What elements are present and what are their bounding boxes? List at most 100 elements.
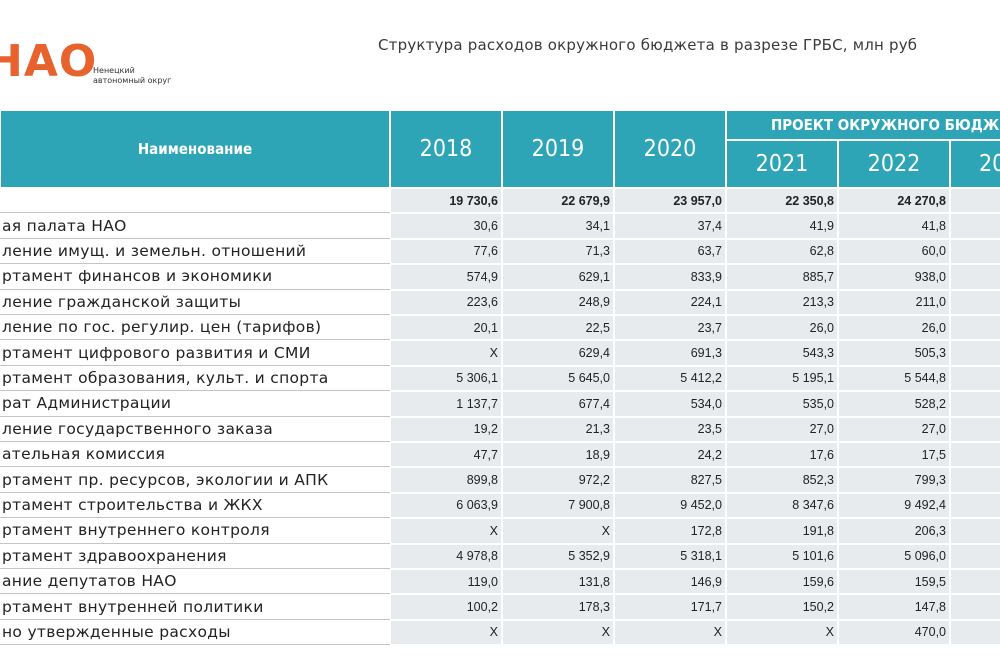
value-cell: 4 978,8 bbox=[390, 543, 502, 569]
value-cell: 19,2 bbox=[390, 416, 502, 442]
value-cell: 146,9 bbox=[614, 569, 726, 595]
cropped-cell bbox=[950, 518, 1000, 544]
value-cell: 5 101,6 bbox=[726, 543, 838, 569]
cropped-cell bbox=[950, 442, 1000, 468]
value-cell: 191,8 bbox=[726, 518, 838, 544]
value-cell: 22 350,8 bbox=[726, 188, 838, 214]
row-name: ртамент цифрового развития и СМИ bbox=[0, 340, 390, 366]
value-cell: 827,5 bbox=[614, 467, 726, 493]
value-cell: 131,8 bbox=[502, 569, 614, 595]
row-name: ртамент образования, культ. и спорта bbox=[0, 365, 390, 392]
value-cell: 213,3 bbox=[726, 289, 838, 315]
year-header: 2022 bbox=[838, 140, 950, 188]
value-cell: 691,3 bbox=[614, 340, 726, 366]
value-cell: 71,3 bbox=[502, 238, 614, 265]
value-cell: 47,7 bbox=[390, 442, 502, 468]
value-cell: 852,3 bbox=[726, 467, 838, 493]
title: Структура расходов окружного бюджета в р… bbox=[378, 36, 918, 54]
value-cell: Х bbox=[502, 518, 614, 544]
row-name: ательная комиссия bbox=[0, 442, 390, 468]
value-cell: 27,0 bbox=[838, 416, 950, 442]
value-cell: 1 137,7 bbox=[390, 391, 502, 417]
value-cell: 17,6 bbox=[726, 442, 838, 468]
logo: НАО bbox=[0, 36, 97, 87]
value-cell: 17,5 bbox=[838, 442, 950, 468]
value-cell: 22,5 bbox=[502, 315, 614, 341]
cropped-cell bbox=[950, 238, 1000, 265]
row-name bbox=[0, 188, 390, 214]
value-cell: 62,8 bbox=[726, 238, 838, 265]
value-cell: 885,7 bbox=[726, 264, 838, 290]
logo-caption-line: Ненецкий bbox=[93, 66, 135, 75]
value-cell: 26,0 bbox=[838, 315, 950, 341]
value-cell: 677,4 bbox=[502, 391, 614, 417]
value-cell: 5 412,2 bbox=[614, 365, 726, 392]
value-cell: 535,0 bbox=[726, 391, 838, 417]
value-cell: 20,1 bbox=[390, 315, 502, 341]
value-cell: 5 306,1 bbox=[390, 365, 502, 392]
year-header: 2019 bbox=[502, 110, 614, 188]
logo-mark: НАО bbox=[0, 36, 98, 87]
value-cell: Х bbox=[390, 518, 502, 544]
row-name: ртамент внутренней политики bbox=[0, 594, 390, 620]
value-cell: 172,8 bbox=[614, 518, 726, 544]
value-cell: 972,2 bbox=[502, 467, 614, 493]
value-cell: 159,5 bbox=[838, 569, 950, 595]
value-cell: 37,4 bbox=[614, 213, 726, 239]
value-cell: Х bbox=[390, 619, 502, 646]
cropped-cell bbox=[950, 619, 1000, 646]
value-cell: 23,7 bbox=[614, 315, 726, 341]
row-name: ание депутатов НАО bbox=[0, 569, 390, 595]
value-cell: 159,6 bbox=[726, 569, 838, 595]
cropped-cell bbox=[950, 264, 1000, 290]
value-cell: 24,2 bbox=[614, 442, 726, 468]
value-cell: Х bbox=[726, 619, 838, 646]
value-cell: 63,7 bbox=[614, 238, 726, 265]
cropped-cell bbox=[950, 315, 1000, 341]
cropped-cell bbox=[950, 467, 1000, 493]
value-cell: 171,7 bbox=[614, 594, 726, 620]
value-cell: 5 195,1 bbox=[726, 365, 838, 392]
cropped-cell bbox=[950, 416, 1000, 442]
cropped-cell bbox=[950, 289, 1000, 315]
value-cell: 8 347,6 bbox=[726, 492, 838, 519]
cropped-cell bbox=[950, 213, 1000, 239]
value-cell: 5 318,1 bbox=[614, 543, 726, 569]
value-cell: 178,3 bbox=[502, 594, 614, 620]
value-cell: 470,0 bbox=[838, 619, 950, 646]
value-cell: 19 730,6 bbox=[390, 188, 502, 214]
row-name: ртамент внутреннего контроля bbox=[0, 518, 390, 544]
row-name: ая палата НАО bbox=[0, 213, 390, 239]
value-cell: 211,0 bbox=[838, 289, 950, 315]
cropped-cell bbox=[950, 365, 1000, 392]
value-cell: 5 645,0 bbox=[502, 365, 614, 392]
value-cell: 528,2 bbox=[838, 391, 950, 417]
value-cell: 206,3 bbox=[838, 518, 950, 544]
value-cell: 5 352,9 bbox=[502, 543, 614, 569]
value-cell: 27,0 bbox=[726, 416, 838, 442]
group-header: ПРОЕКТ ОКРУЖНОГО БЮДЖЕТ bbox=[726, 110, 1000, 140]
value-cell: 223,6 bbox=[390, 289, 502, 315]
year-header: 20 bbox=[950, 140, 1000, 188]
value-cell: 543,3 bbox=[726, 340, 838, 366]
value-cell: 9 492,4 bbox=[838, 492, 950, 519]
year-header: 2018 bbox=[390, 110, 502, 188]
value-cell: 534,0 bbox=[614, 391, 726, 417]
value-cell: 6 063,9 bbox=[390, 492, 502, 519]
value-cell: 833,9 bbox=[614, 264, 726, 290]
row-name: ление по гос. регулир. цен (тарифов) bbox=[0, 315, 390, 341]
cropped-cell bbox=[950, 391, 1000, 417]
value-cell: Х bbox=[502, 619, 614, 646]
cropped-cell bbox=[950, 594, 1000, 620]
value-cell: 26,0 bbox=[726, 315, 838, 341]
value-cell: 77,6 bbox=[390, 238, 502, 265]
value-cell: 574,9 bbox=[390, 264, 502, 290]
year-header: 2021 bbox=[726, 140, 838, 188]
value-cell: 21,3 bbox=[502, 416, 614, 442]
year-header: 2020 bbox=[614, 110, 726, 188]
value-cell: 18,9 bbox=[502, 442, 614, 468]
name-header: Наименование bbox=[0, 110, 390, 188]
value-cell: Х bbox=[390, 340, 502, 366]
value-cell: 41,9 bbox=[726, 213, 838, 239]
